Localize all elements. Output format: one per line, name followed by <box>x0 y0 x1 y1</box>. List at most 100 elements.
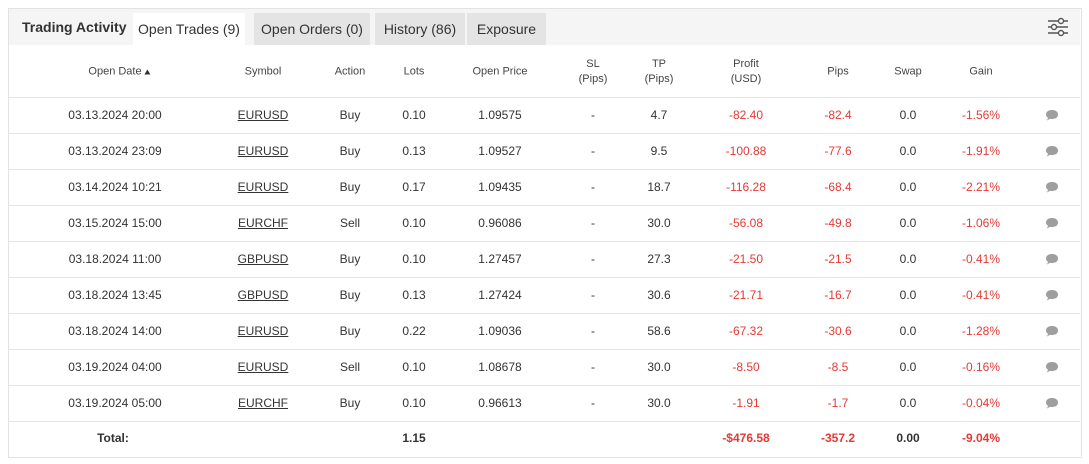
table-cell: - <box>591 180 595 194</box>
table-cell: 58.6 <box>647 324 671 338</box>
table-cell: -1.7 <box>827 396 849 410</box>
table-cell: 0.0 <box>899 144 917 158</box>
table-cell: -0.41% <box>961 288 1001 302</box>
table-cell: Buy <box>339 144 361 158</box>
table-cell: 30.0 <box>647 360 671 374</box>
tab[interactable]: Open Trades (9) <box>133 13 245 45</box>
symbol-link[interactable]: EURUSD <box>237 144 289 158</box>
tab[interactable]: Exposure <box>467 13 546 45</box>
table-cell: Buy <box>339 396 361 410</box>
tab[interactable]: Open Orders (0) <box>254 13 370 45</box>
table-cell: Buy <box>339 252 361 266</box>
table-cell: 03.13.2024 20:00 <box>68 108 162 122</box>
table-cell: 0.0 <box>899 252 917 266</box>
total-profit: -$476.58 <box>722 431 770 445</box>
column-header: Profit (USD) <box>731 57 762 87</box>
header-rule <box>9 97 1080 98</box>
row-rule <box>9 421 1080 422</box>
table-cell: 0.10 <box>402 216 426 230</box>
comment-icon[interactable] <box>1045 325 1059 337</box>
table-cell: 0.0 <box>899 324 917 338</box>
column-header-line: Open Price <box>472 65 528 78</box>
row-rule <box>9 205 1080 206</box>
table-cell: 4.7 <box>650 108 668 122</box>
table-cell: -49.8 <box>824 216 852 230</box>
symbol-link[interactable]: EURUSD <box>237 108 289 122</box>
table-cell: 0.10 <box>402 252 426 266</box>
tab[interactable]: History (86) <box>375 13 465 45</box>
comment-icon[interactable] <box>1045 361 1059 373</box>
table-cell: -21.71 <box>728 288 764 302</box>
table-cell: -2.21% <box>961 180 1001 194</box>
column-header[interactable]: Open Date <box>88 65 151 80</box>
symbol-link[interactable]: GBPUSD <box>237 288 289 302</box>
total-gain: -9.04% <box>961 431 1001 445</box>
column-header-line: Symbol <box>244 65 282 78</box>
table-cell: 1.09036 <box>478 324 522 338</box>
symbol-link[interactable]: EURCHF <box>238 396 288 410</box>
table-cell: Sell <box>339 360 361 374</box>
comment-icon[interactable] <box>1045 253 1059 265</box>
table-cell: -82.40 <box>728 108 764 122</box>
symbol-link[interactable]: EURCHF <box>238 216 288 230</box>
table-cell: -1.91 <box>732 396 760 410</box>
table-cell: -0.16% <box>961 360 1001 374</box>
column-header: Pips <box>827 65 848 80</box>
table-cell: Buy <box>339 180 361 194</box>
table-cell: - <box>591 396 595 410</box>
column-header: Swap <box>894 65 922 80</box>
comment-icon[interactable] <box>1045 289 1059 301</box>
total-lots: 1.15 <box>402 431 426 445</box>
table-cell: 0.0 <box>899 180 917 194</box>
table-cell: 0.10 <box>402 360 426 374</box>
column-header: Symbol <box>245 65 282 80</box>
table-cell: 0.96613 <box>478 396 522 410</box>
column-header-line: Pips <box>827 65 849 78</box>
table-cell: -68.4 <box>824 180 852 194</box>
table-cell: Buy <box>339 288 361 302</box>
table-cell: 0.10 <box>402 108 426 122</box>
comment-icon[interactable] <box>1045 181 1059 193</box>
row-rule <box>9 313 1080 314</box>
column-header-line: Profit <box>733 58 759 70</box>
table-cell: 03.19.2024 05:00 <box>68 396 162 410</box>
comment-icon[interactable] <box>1045 109 1059 121</box>
widget-title: Trading Activity <box>22 19 127 35</box>
symbol-link[interactable]: EURUSD <box>237 360 289 374</box>
table-cell: - <box>591 252 595 266</box>
table-cell: 03.18.2024 13:45 <box>68 288 162 302</box>
comment-icon[interactable] <box>1045 145 1059 157</box>
filter-settings-icon[interactable] <box>1047 17 1069 37</box>
symbol-link[interactable]: EURUSD <box>237 324 289 338</box>
table-cell: 03.15.2024 15:00 <box>68 216 162 230</box>
comment-icon[interactable] <box>1045 397 1059 409</box>
table-cell: -8.5 <box>827 360 849 374</box>
table-cell: 03.18.2024 14:00 <box>68 324 162 338</box>
symbol-link[interactable]: GBPUSD <box>237 252 289 266</box>
table-cell: 1.09435 <box>478 180 522 194</box>
column-header: Open Price <box>472 65 527 80</box>
table-cell: -30.6 <box>824 324 852 338</box>
table-cell: 03.18.2024 11:00 <box>68 252 162 266</box>
table-cell: 1.27424 <box>478 288 522 302</box>
symbol-link[interactable]: EURUSD <box>237 180 289 194</box>
table-cell: - <box>591 108 595 122</box>
table-cell: 0.22 <box>402 324 426 338</box>
table-cell: - <box>591 288 595 302</box>
table-cell: -1.28% <box>961 324 1001 338</box>
table-cell: 0.0 <box>899 216 917 230</box>
table-cell: 1.08678 <box>478 360 522 374</box>
table-cell: Sell <box>339 216 361 230</box>
table-cell: 03.14.2024 10:21 <box>68 180 162 194</box>
row-rule <box>9 241 1080 242</box>
table-cell: 18.7 <box>647 180 671 194</box>
table-cell: -0.41% <box>961 252 1001 266</box>
sort-arrow <box>144 69 151 75</box>
column-header: TP (Pips) <box>645 57 674 87</box>
row-rule <box>9 349 1080 350</box>
row-rule <box>9 277 1080 278</box>
table-cell: -8.50 <box>732 360 760 374</box>
table-cell: 0.96086 <box>478 216 522 230</box>
comment-icon[interactable] <box>1045 217 1059 229</box>
